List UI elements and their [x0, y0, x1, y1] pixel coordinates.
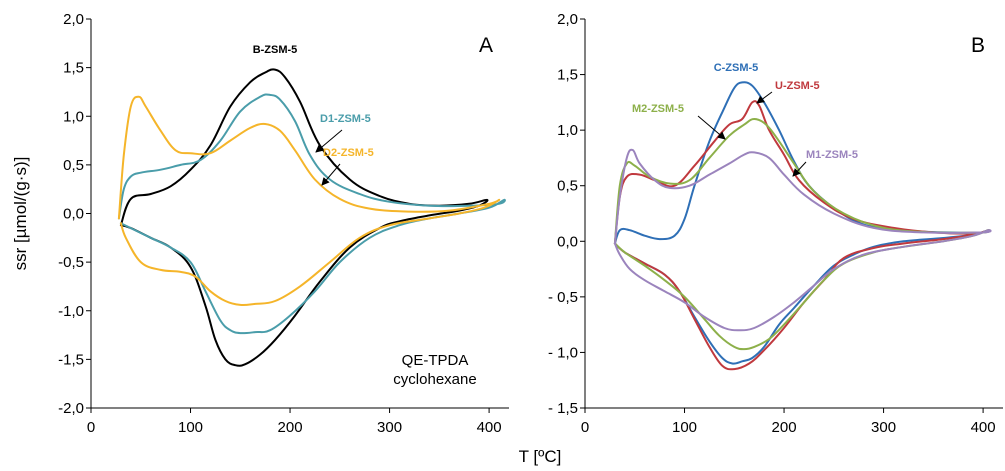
y-tick-label: - 1,0	[548, 344, 578, 361]
y-tick-label: -2,0	[58, 400, 84, 417]
series-line-m1-zsm-5	[613, 148, 992, 332]
series-label: U-ZSM-5	[775, 80, 820, 92]
x-tick-label: 100	[178, 419, 203, 436]
panel-a: -2,0 -1,5 -1,0 -0,5 0,0 0,5 1,0 1,5 2,0 0 100 200 30…	[11, 11, 509, 436]
annotation-line: QE-TPDA	[402, 352, 469, 369]
x-tick-label: 0	[581, 419, 589, 436]
y-tick-label: 1,0	[63, 108, 84, 125]
y-tick-label: 0,5	[63, 157, 84, 174]
series-label: C-ZSM-5	[714, 62, 759, 74]
y-tick-label: 0,0	[557, 233, 578, 250]
x-tick-label: 400	[477, 419, 502, 436]
series-label: D1-ZSM-5	[320, 113, 371, 125]
annotation-line: cyclohexane	[393, 371, 476, 388]
series-line-u-zsm-5	[613, 100, 990, 371]
label-arrow	[697, 115, 726, 140]
y-tick-label: 2,0	[63, 11, 84, 28]
x-tick-label: 200	[278, 419, 303, 436]
y-tick-label: 1,5	[63, 60, 84, 77]
series-line-m2-zsm-5	[613, 118, 991, 351]
y-axis-title: ssr [µmol/(g·s)]	[11, 157, 30, 271]
series-line-d1-zsm-5	[117, 93, 506, 335]
y-tick-label: -0,5	[58, 254, 84, 271]
y-tick-label: -1,5	[58, 351, 84, 368]
x-tick-label: 100	[672, 419, 697, 436]
series-label: M2-ZSM-5	[632, 103, 684, 115]
x-tick-label: 0	[87, 419, 95, 436]
series-label: D2-ZSM-5	[323, 147, 374, 159]
y-tick-label: 0,0	[63, 206, 84, 223]
label-arrow	[315, 129, 343, 153]
series-line-d2-zsm-5	[117, 95, 501, 307]
y-tick-label: 1,0	[557, 122, 578, 139]
series-line-c-zsm-5	[613, 81, 991, 365]
panel-letter: A	[479, 34, 493, 57]
series-label: M1-ZSM-5	[806, 149, 858, 161]
panel-b: - 1,5 - 1,0 - 0,5 0,0 0,5 1,0 1,5 2,0 0 100 200 300…	[519, 11, 1003, 466]
label-arrow	[792, 161, 807, 177]
label-arrow	[321, 163, 341, 186]
y-tick-label: - 1,5	[548, 400, 578, 417]
panel-letter: B	[971, 34, 985, 57]
y-tick-label: 1,5	[557, 67, 578, 84]
x-tick-label: 300	[871, 419, 896, 436]
series-label: B-ZSM-5	[253, 44, 298, 56]
y-tick-label: - 0,5	[548, 289, 578, 306]
x-tick-label: 400	[971, 419, 996, 436]
y-tick-label: 0,5	[557, 178, 578, 195]
x-tick-label: 300	[377, 419, 402, 436]
x-tick-label: 200	[772, 419, 797, 436]
x-axis-title: T [ºC]	[519, 447, 562, 466]
label-arrow	[756, 91, 773, 104]
y-tick-label: -1,0	[58, 303, 84, 320]
y-tick-label: 2,0	[557, 11, 578, 28]
